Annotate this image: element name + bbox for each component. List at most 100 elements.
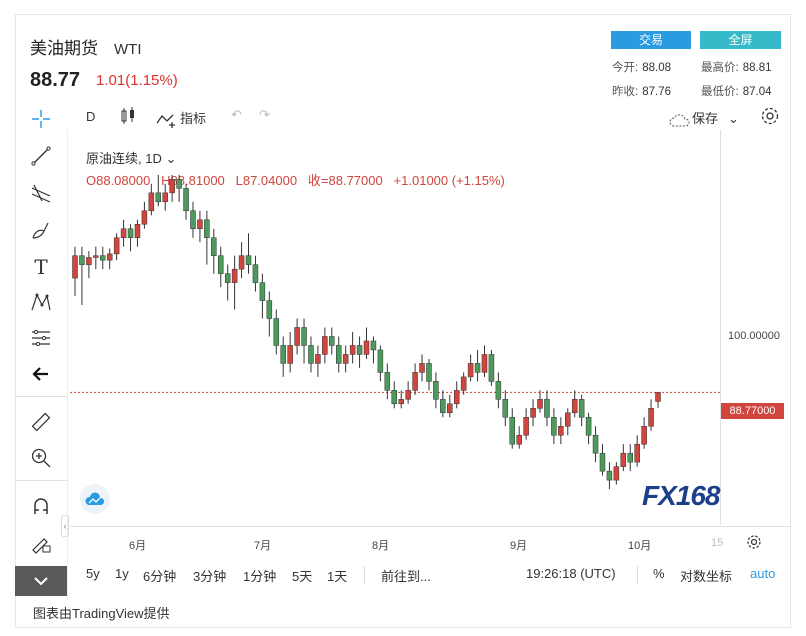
candle — [100, 246, 106, 270]
brush-tool[interactable] — [26, 217, 56, 243]
axis-settings-button[interactable] — [746, 534, 762, 555]
chart-style-button[interactable] — [120, 106, 136, 129]
series-legend[interactable]: 原油连续, 1D ⌄ — [86, 151, 177, 166]
redo-icon: ↷ — [259, 107, 270, 122]
toolbar-toggle-handle[interactable]: ‹ — [61, 515, 69, 537]
symbol-text: WTI — [114, 41, 142, 58]
candle — [460, 372, 467, 395]
candlestick-chart[interactable] — [70, 130, 720, 525]
pattern-tool[interactable] — [26, 289, 56, 315]
candle — [218, 246, 224, 288]
zoom-tool[interactable] — [26, 445, 56, 471]
undo-button[interactable]: ↶ — [231, 107, 242, 123]
range-5d[interactable]: 5天 — [292, 569, 313, 584]
candle — [79, 246, 85, 306]
candle — [183, 183, 189, 220]
month-tick: 15 — [711, 537, 724, 549]
month-tick: 7月 — [254, 540, 272, 552]
settings-button[interactable] — [760, 106, 780, 129]
candle — [266, 291, 273, 337]
gear-icon — [761, 107, 779, 125]
candle — [322, 327, 328, 364]
candle — [502, 390, 509, 427]
trend-line-tool[interactable] — [26, 143, 56, 169]
indicator-icon — [156, 114, 175, 128]
last-price-label: 88.77000 — [721, 403, 784, 419]
prediction-tool[interactable] — [26, 325, 56, 351]
fullscreen-button[interactable]: 全屏 — [700, 31, 781, 49]
candle — [516, 426, 522, 449]
percent-toggle[interactable]: % — [653, 566, 665, 581]
range-1y[interactable]: 1y — [115, 566, 129, 581]
candle — [634, 435, 640, 467]
chevron-down-icon: ⌄ — [728, 111, 739, 126]
crosshair-tool[interactable] — [26, 106, 56, 132]
candle — [571, 390, 578, 418]
divider — [364, 566, 365, 584]
candle — [648, 399, 654, 431]
candle — [551, 408, 557, 445]
range-5y[interactable]: 5y — [86, 566, 100, 581]
candle — [453, 381, 460, 409]
stat-low: 最低价: 87.04 — [701, 86, 772, 98]
trade-button[interactable]: 交易 — [611, 31, 691, 49]
collapse-toolbar-button[interactable] — [15, 566, 67, 596]
back-tool[interactable] — [26, 361, 56, 387]
lock-drawing-tool[interactable] — [26, 530, 56, 556]
candle — [197, 210, 203, 243]
candle — [204, 210, 210, 265]
magnet-icon — [34, 498, 48, 514]
candle — [294, 318, 300, 355]
current-price: 88.77 — [30, 69, 81, 91]
range-3min[interactable]: 3分钟 — [193, 569, 227, 584]
candle — [440, 390, 446, 418]
range-1d[interactable]: 1天 — [327, 569, 348, 584]
clock-readout[interactable]: 19:26:18 (UTC) — [526, 566, 616, 581]
auto-scale-toggle[interactable]: auto — [750, 566, 776, 581]
redo-button[interactable]: ↷ — [259, 107, 270, 123]
candle — [245, 233, 252, 274]
candle — [134, 219, 141, 247]
candle — [211, 228, 217, 274]
magnet-tool[interactable] — [26, 493, 56, 519]
indicators-button[interactable]: 指标 — [156, 108, 206, 129]
interval-button[interactable]: D — [86, 109, 96, 124]
month-tick: 10月 — [628, 540, 652, 552]
candle — [273, 309, 280, 355]
candle — [384, 363, 391, 400]
price-change: 1.01(1.15%) — [96, 72, 178, 89]
ruler-lines-icon — [32, 329, 50, 347]
goto-date-button[interactable]: 前往到... — [381, 569, 431, 584]
tradingview-logo[interactable] — [80, 484, 110, 514]
candle — [190, 201, 196, 238]
candle — [120, 219, 127, 247]
candle — [377, 345, 384, 382]
candle — [585, 412, 592, 445]
trend-line-icon — [31, 146, 51, 166]
candle — [329, 327, 335, 355]
range-1min[interactable]: 1分钟 — [243, 569, 277, 584]
candle — [412, 363, 418, 395]
candle — [113, 233, 120, 261]
candle — [488, 349, 495, 386]
text-tool[interactable]: T — [26, 254, 56, 280]
candle — [405, 381, 411, 404]
candle — [301, 318, 307, 364]
candle — [613, 462, 620, 485]
tradingview-credit[interactable]: 图表由TradingView提供 — [33, 606, 170, 621]
log-scale-toggle[interactable]: 对数坐标 — [680, 569, 733, 584]
candle — [592, 426, 599, 463]
fib-tool[interactable] — [26, 180, 56, 206]
candle — [655, 392, 661, 408]
series-name: 原油连续 — [86, 151, 139, 166]
cloud-icon — [669, 113, 690, 127]
candle — [391, 381, 398, 409]
save-button[interactable]: 保存 ⌄ — [668, 108, 739, 128]
measure-tool[interactable] — [26, 409, 56, 435]
candle — [641, 417, 647, 449]
instrument-title: 美油期货 WTI — [30, 34, 142, 59]
candle — [627, 444, 633, 472]
range-6min[interactable]: 6分钟 — [143, 569, 177, 584]
candle — [398, 390, 404, 409]
candle — [620, 444, 627, 472]
